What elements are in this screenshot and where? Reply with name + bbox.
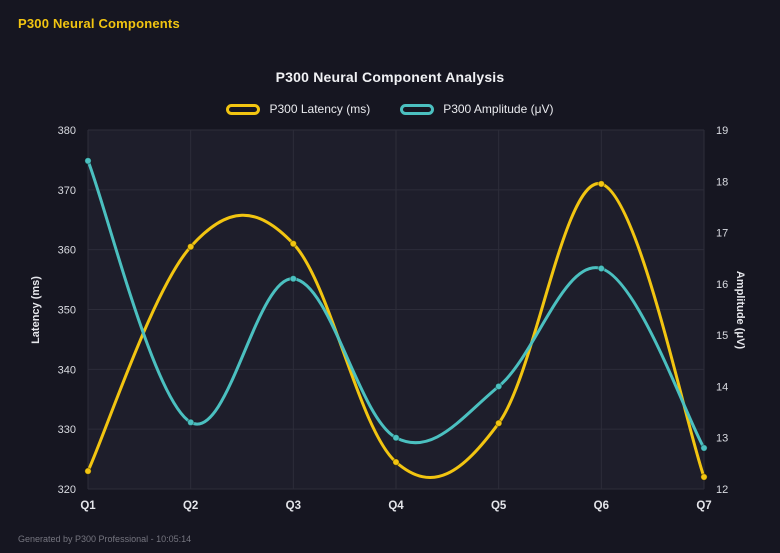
left-axis-tick-label: 380	[58, 125, 76, 137]
latency-data-point	[392, 458, 400, 466]
x-axis-tick-label: Q7	[696, 500, 711, 512]
x-axis-tick-label: Q5	[491, 500, 507, 512]
amplitude-data-point	[187, 418, 195, 426]
right-axis-tick-label: 12	[716, 484, 728, 496]
amplitude-data-point	[700, 444, 708, 452]
x-axis-tick-label: Q1	[80, 500, 96, 512]
latency-data-point	[700, 473, 708, 481]
left-axis-tick-label: 340	[58, 364, 76, 376]
right-axis-tick-label: 17	[716, 228, 728, 240]
x-axis-tick-label: Q2	[183, 500, 198, 512]
amplitude-data-point	[84, 157, 92, 165]
right-axis-tick-label: 15	[716, 330, 728, 342]
amplitude-data-point	[495, 382, 503, 391]
latency-data-point	[84, 467, 92, 475]
right-axis-tick-label: 19	[716, 125, 728, 137]
x-axis-tick-label: Q4	[388, 500, 404, 512]
legend-label-latency: P300 Latency (ms)	[269, 102, 371, 116]
chart-title: P300 Neural Component Analysis	[275, 69, 505, 85]
x-axis-tick-label: Q6	[594, 500, 609, 512]
right-axis-tick-label: 14	[716, 381, 728, 393]
latency-data-point	[187, 243, 195, 251]
amplitude-line-swatch-icon	[400, 103, 435, 115]
page-title: P300 Neural Components	[18, 16, 180, 31]
chart-legend: P300 Latency (ms) P300 Amplitude (μV)	[0, 102, 780, 116]
legend-label-amplitude: P300 Amplitude (μV)	[443, 102, 554, 116]
footer-status: Generated by P300 Professional - 10:05:1…	[18, 534, 192, 544]
right-axis-tick-label: 16	[716, 279, 728, 291]
latency-data-point	[289, 240, 297, 248]
left-axis-tick-label: 330	[58, 424, 76, 436]
legend-item-amplitude[interactable]: P300 Amplitude (μV)	[400, 102, 554, 116]
left-axis-tick-label: 350	[58, 305, 76, 317]
amplitude-data-point	[597, 264, 605, 273]
amplitude-data-point	[289, 275, 297, 283]
right-axis-tick-label: 18	[716, 176, 728, 188]
x-axis-tick-label: Q3	[286, 500, 301, 512]
latency-data-point	[597, 180, 605, 188]
left-axis-tick-label: 370	[58, 185, 76, 197]
left-axis-tick-label: 360	[58, 245, 76, 257]
legend-item-latency[interactable]: P300 Latency (ms)	[226, 102, 370, 116]
amplitude-data-point	[392, 434, 400, 442]
right-axis-tick-label: 13	[716, 433, 728, 445]
latency-line-swatch-icon	[226, 103, 261, 115]
latency-data-point	[495, 419, 503, 427]
left-axis-tick-label: 320	[58, 484, 76, 496]
